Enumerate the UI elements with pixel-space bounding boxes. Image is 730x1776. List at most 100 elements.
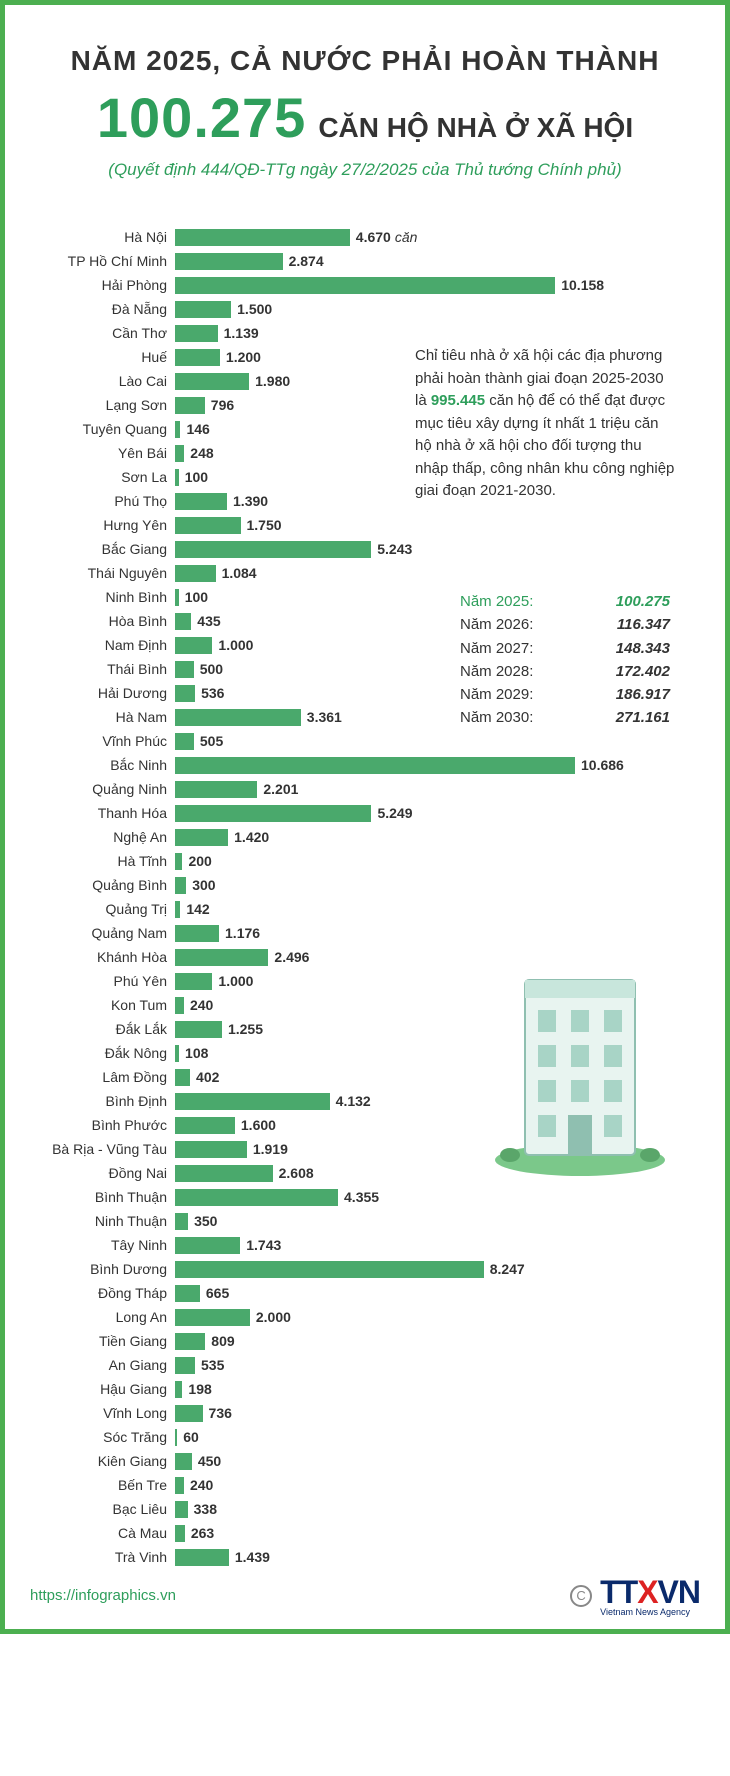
bar-value: 60 (183, 1429, 199, 1445)
province-label: Bình Dương (25, 1261, 175, 1277)
bar-row: Thái Nguyên1.084 (25, 561, 685, 585)
bar-value: 665 (206, 1285, 229, 1301)
bar-cell: 5.243 (175, 541, 685, 558)
bar-value: 8.247 (490, 1261, 525, 1277)
headline-number: 100.275 (97, 85, 306, 150)
province-label: Bạc Liêu (25, 1501, 175, 1517)
province-label: TP Hồ Chí Minh (25, 253, 175, 269)
bar (175, 829, 228, 846)
bar-row: Hưng Yên1.750 (25, 513, 685, 537)
year-value: 116.347 (617, 613, 670, 636)
province-label: Phú Yên (25, 973, 175, 989)
bar-cell: 1.500 (175, 301, 685, 318)
bar-value: 2.000 (256, 1309, 291, 1325)
province-label: Hòa Bình (25, 613, 175, 629)
bar-value: 450 (198, 1453, 221, 1469)
province-label: Thanh Hóa (25, 805, 175, 821)
province-label: Bình Định (25, 1093, 175, 1109)
province-label: Đắk Nông (25, 1045, 175, 1061)
bar-row: Hậu Giang198 (25, 1377, 685, 1401)
bar-value: 240 (190, 997, 213, 1013)
province-label: Huế (25, 349, 175, 365)
province-label: Yên Bái (25, 445, 175, 461)
bar-value: 200 (188, 853, 211, 869)
bar-row: Ninh Thuận350 (25, 1209, 685, 1233)
bar-value: 2.201 (263, 781, 298, 797)
province-label: Trà Vinh (25, 1549, 175, 1565)
bar-value: 505 (200, 733, 223, 749)
bar-cell: 350 (175, 1213, 685, 1230)
province-label: Hải Phòng (25, 277, 175, 293)
bar (175, 1165, 273, 1182)
bar-value: 1.000 (218, 973, 253, 989)
bar (175, 469, 179, 486)
bar-cell: 300 (175, 877, 685, 894)
bar-value: 142 (186, 901, 209, 917)
bar-value: 435 (197, 613, 220, 629)
bar-row: Hà Tĩnh 200 (25, 849, 685, 873)
bar-cell: 505 (175, 733, 685, 750)
bar-cell: 60 (175, 1429, 685, 1446)
bar-row: Quảng Trị142 (25, 897, 685, 921)
bar-cell: 1.084 (175, 565, 685, 582)
bar-cell: 10.686 (175, 757, 685, 774)
province-label: Quảng Bình (25, 877, 175, 893)
province-label: Sóc Trăng (25, 1429, 175, 1445)
bar-cell: 5.249 (175, 805, 685, 822)
province-label: Bến Tre (25, 1477, 175, 1493)
bar (175, 1285, 200, 1302)
bar-value: 1.750 (247, 517, 282, 533)
bar-cell: 198 (175, 1381, 685, 1398)
bar-row: Thanh Hóa5.249 (25, 801, 685, 825)
province-label: Bình Thuận (25, 1189, 175, 1205)
bar-value: 10.158 (561, 277, 604, 293)
logo-text: TTXVN (600, 1574, 700, 1611)
bar (175, 757, 575, 774)
province-label: Hà Tĩnh (25, 853, 175, 869)
bar (175, 1045, 179, 1062)
title-line-1: NĂM 2025, CẢ NƯỚC PHẢI HOÀN THÀNH (25, 45, 705, 77)
year-value: 100.275 (616, 590, 670, 613)
province-label: Lào Cai (25, 373, 175, 389)
province-label: Đắk Lắk (25, 1021, 175, 1037)
bar (175, 1549, 229, 1566)
bar-value: 1.390 (233, 493, 268, 509)
province-label: Thái Bình (25, 661, 175, 677)
bar (175, 325, 218, 342)
bar-value: 809 (211, 1333, 234, 1349)
year-label: Năm 2025: (460, 590, 533, 613)
bar-row: Bình Thuận4.355 (25, 1185, 685, 1209)
bar-row: Đồng Tháp665 (25, 1281, 685, 1305)
province-label: Kiên Giang (25, 1453, 175, 1469)
bar-cell: 1.750 (175, 517, 685, 534)
bar-value: 108 (185, 1045, 208, 1061)
bar-value: 146 (186, 421, 209, 437)
province-label: Phú Thọ (25, 493, 175, 509)
province-label: Bắc Ninh (25, 757, 175, 773)
bar-row: Bắc Ninh10.686 (25, 753, 685, 777)
bar-cell: 1.743 (175, 1237, 685, 1254)
bar (175, 949, 268, 966)
bar-value: 796 (211, 397, 234, 413)
bar-value: 1.439 (235, 1549, 270, 1565)
bar (175, 973, 212, 990)
bar-row: Trà Vinh 1.439 (25, 1545, 685, 1569)
title-row: 100.275 CĂN HỘ NHÀ Ở XÃ HỘI (25, 85, 705, 150)
province-label: Vĩnh Long (25, 1405, 175, 1421)
bar (175, 421, 180, 438)
year-row: Năm 2026:116.347 (460, 613, 670, 636)
note-total: 995.445 (431, 392, 485, 409)
bar (175, 1381, 182, 1398)
province-label: Đà Nẵng (25, 301, 175, 317)
bar-row: Hải Phòng 10.158 (25, 273, 685, 297)
bar-row: Bến Tre240 (25, 1473, 685, 1497)
bar (175, 397, 205, 414)
bar-row: An Giang535 (25, 1353, 685, 1377)
bar-value: 1.176 (225, 925, 260, 941)
bar-cell: 2.874 (175, 253, 685, 270)
bar (175, 997, 184, 1014)
year-row: Năm 2025: 100.275 (460, 590, 670, 613)
bar (175, 445, 184, 462)
province-label: Bắc Giang (25, 541, 175, 557)
bar (175, 733, 194, 750)
